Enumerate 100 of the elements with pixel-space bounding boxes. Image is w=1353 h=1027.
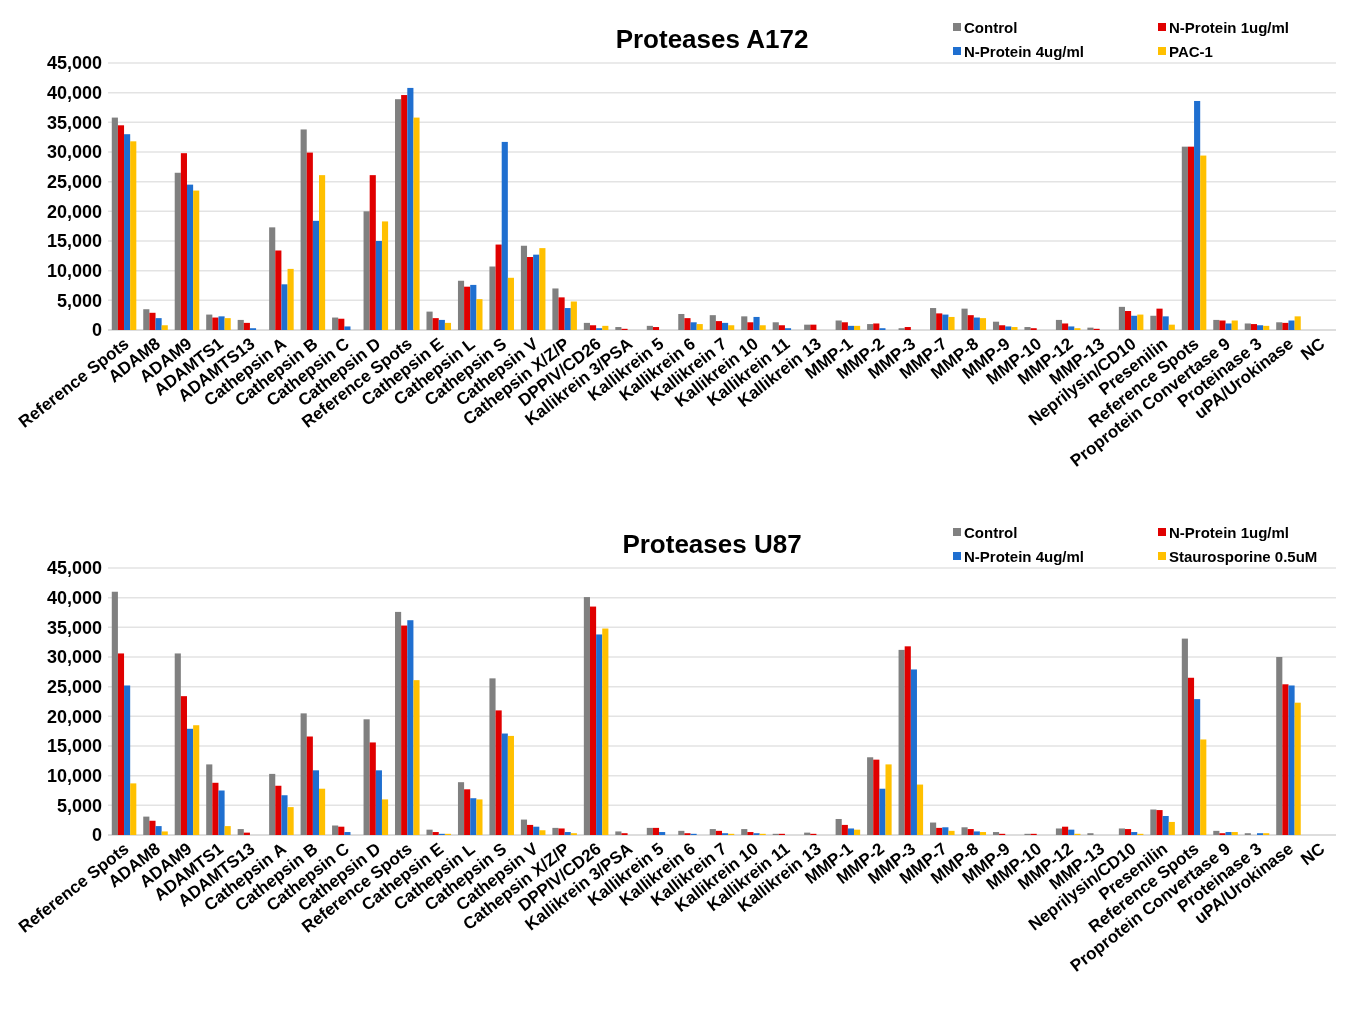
y-tick-label: 35,000 — [46, 112, 102, 133]
bar — [281, 284, 288, 330]
bar — [678, 313, 685, 330]
bar — [470, 798, 477, 835]
y-tick-label: 15,000 — [46, 231, 102, 252]
bar — [186, 728, 194, 835]
bar — [143, 816, 150, 835]
bar — [936, 313, 943, 330]
bar — [269, 227, 276, 330]
bar — [615, 327, 622, 330]
bar — [1156, 308, 1163, 330]
chart-title: Proteases A172 — [615, 24, 809, 54]
bar — [948, 830, 955, 835]
bar — [212, 317, 219, 330]
bar — [306, 152, 313, 330]
bar — [1294, 316, 1301, 330]
bar — [583, 597, 590, 835]
bar — [363, 211, 370, 330]
bar — [602, 628, 609, 835]
bar — [1200, 155, 1207, 330]
bar — [212, 782, 219, 835]
bar — [495, 244, 502, 330]
bar — [715, 830, 722, 835]
bar — [143, 309, 150, 330]
bar — [1187, 677, 1195, 835]
bar — [659, 832, 666, 835]
y-tick-label: 15,000 — [46, 736, 102, 757]
bar — [117, 125, 125, 330]
bar — [432, 318, 439, 330]
bar — [879, 788, 886, 835]
bar — [124, 685, 131, 835]
y-tick-label: 40,000 — [46, 587, 102, 608]
bar — [237, 319, 244, 330]
bar — [489, 678, 496, 835]
bar — [1124, 311, 1132, 330]
bar — [992, 321, 1000, 330]
bar — [489, 266, 496, 330]
bar — [1118, 306, 1125, 330]
bar — [992, 832, 1000, 835]
bar — [904, 646, 911, 835]
bar — [438, 319, 445, 330]
bar — [930, 822, 937, 835]
bar — [596, 634, 603, 835]
bar — [275, 250, 282, 330]
bar — [224, 318, 231, 330]
bar — [1150, 315, 1157, 330]
bar — [161, 325, 168, 330]
bar — [1276, 657, 1283, 835]
bar — [646, 827, 653, 835]
y-tick-label: 5,000 — [56, 290, 102, 311]
bar — [1294, 702, 1301, 835]
bar — [854, 325, 861, 330]
bar — [111, 591, 118, 835]
legend-label: N-Protein 4ug/ml — [964, 43, 1085, 61]
bar — [847, 828, 855, 835]
bar — [338, 318, 345, 330]
bar — [312, 770, 320, 835]
bar — [961, 827, 968, 835]
bar — [967, 829, 974, 835]
bar — [841, 824, 848, 835]
bar — [772, 322, 779, 330]
bar — [696, 324, 703, 330]
bar — [155, 318, 162, 330]
bar — [1219, 320, 1226, 330]
bar — [464, 789, 471, 835]
bar — [1200, 739, 1207, 835]
bar — [1250, 324, 1258, 330]
bar — [979, 318, 987, 330]
bar — [570, 301, 577, 330]
y-tick-label: 5,000 — [56, 795, 102, 816]
bar — [117, 653, 125, 835]
y-tick-label: 10,000 — [46, 765, 102, 786]
y-tick-label: 30,000 — [46, 647, 102, 668]
bar — [149, 820, 156, 835]
bar — [847, 325, 855, 330]
bar — [589, 325, 597, 330]
bar — [1137, 314, 1144, 330]
y-tick-label: 40,000 — [46, 82, 102, 103]
y-tick-label: 10,000 — [46, 260, 102, 281]
bar — [1263, 325, 1270, 330]
bar — [1276, 322, 1283, 330]
bar — [615, 831, 622, 835]
bar — [1062, 826, 1069, 835]
bar — [457, 782, 465, 835]
bar — [564, 308, 571, 330]
bar — [967, 315, 974, 330]
bar — [149, 312, 156, 330]
legend-label: N-Protein 4ug/ml — [964, 548, 1085, 566]
bar — [533, 254, 540, 330]
bar — [306, 736, 313, 835]
bar — [979, 832, 987, 835]
bar — [1213, 319, 1220, 330]
bar — [930, 308, 937, 330]
bar — [942, 827, 949, 835]
bar — [1005, 326, 1012, 330]
bar — [558, 828, 565, 835]
bar — [589, 606, 597, 835]
bar — [193, 190, 200, 330]
bar — [1124, 829, 1132, 835]
bar — [527, 824, 534, 835]
